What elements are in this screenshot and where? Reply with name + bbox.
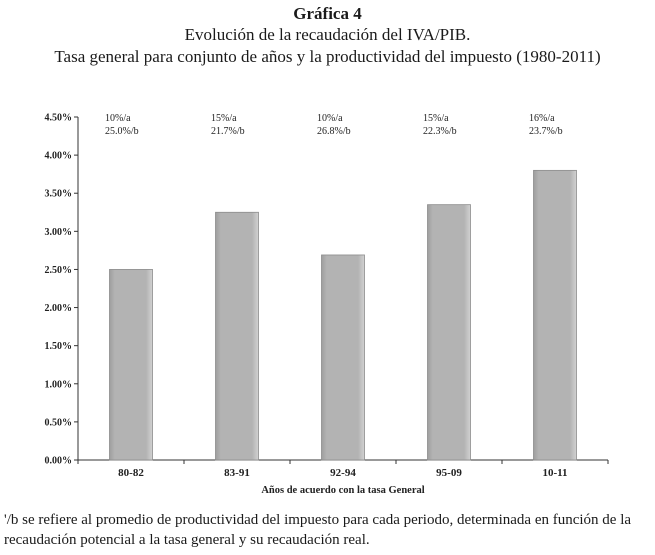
x-tick-label: 95-09 (436, 467, 462, 479)
annotation-a: 10%/a (105, 113, 131, 124)
bar-92-94 (321, 254, 365, 461)
bar-83-91 (215, 211, 259, 461)
annotation-b: 26.8%/b (317, 126, 351, 137)
y-tick-label: 3.50% (45, 189, 73, 200)
footnote: '/b se refiere al promedio de productivi… (4, 512, 632, 548)
x-tick-label: 10-11 (542, 467, 567, 479)
annotation-b: 23.7%/b (529, 126, 563, 137)
bar-95-09 (427, 204, 471, 461)
bar-80-82 (109, 269, 153, 461)
chart-title: Evolución de la recaudación del IVA/PIB. (184, 25, 471, 44)
chart-title-block: Gráfica 4 Evolución de la recaudación de… (0, 4, 655, 68)
y-tick-label: 0.50% (45, 417, 73, 428)
annotation-a: 16%/a (529, 113, 555, 124)
annotation-a: 15%/a (423, 113, 449, 124)
y-tick-label: 4.50% (45, 113, 73, 124)
figure-label: Gráfica 4 (293, 4, 362, 23)
y-tick-label: 0.00% (45, 456, 73, 467)
annotation-b: 21.7%/b (211, 126, 245, 137)
x-axis-title: Años de acuerdo con la tasa General (261, 485, 424, 496)
annotation-b: 25.0%/b (105, 126, 139, 137)
annotation-a: 15%/a (211, 113, 237, 124)
y-tick-label: 1.50% (45, 341, 73, 352)
annotation-a: 10%/a (317, 113, 343, 124)
y-tick-label: 2.50% (45, 265, 73, 276)
annotation-b: 22.3%/b (423, 126, 457, 137)
x-tick-label: 92-94 (330, 467, 356, 479)
y-tick-label: 4.00% (45, 151, 73, 162)
y-tick-label: 1.00% (45, 379, 73, 390)
bar-chart: 0.00% 0.50% 1.00% 1.50% 2.00% 2.50% 3.00% 3.50%… (45, 113, 609, 496)
y-tick-label: 2.00% (45, 303, 73, 314)
x-tick-label: 80-82 (118, 467, 144, 479)
x-tick-label: 83-91 (224, 467, 250, 479)
y-tick-label: 3.00% (45, 227, 73, 238)
chart-subtitle: Tasa general para conjunto de años y la … (54, 47, 601, 66)
bar-10-11 (533, 169, 577, 461)
